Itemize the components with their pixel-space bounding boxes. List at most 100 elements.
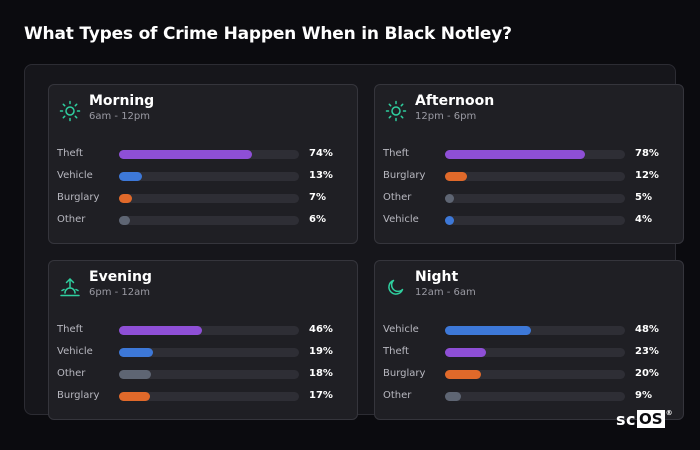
bar-fill [119,150,253,159]
crime-percent: 6% [309,214,326,225]
crime-row: Other 18% [49,367,359,381]
bar-fill [445,326,532,335]
crime-row: Vehicle 48% [375,323,685,337]
crime-percent: 74% [309,148,333,159]
bar-track [445,172,625,181]
crime-percent: 78% [635,148,659,159]
bar-fill [119,172,143,181]
card-afternoon: Afternoon 12pm - 6pm Theft 78% Burglary … [374,84,684,244]
crime-percent: 17% [309,390,333,401]
bar-fill [445,150,586,159]
crime-label: Vehicle [383,324,419,335]
sunset-icon [59,276,81,298]
crime-row: Other 5% [375,191,685,205]
crime-percent: 12% [635,170,659,181]
crime-label: Burglary [57,192,100,203]
bar-fill [119,348,154,357]
crime-row: Burglary 20% [375,367,685,381]
bar-fill [119,326,202,335]
bar-fill [445,392,462,401]
crime-label: Vehicle [57,346,93,357]
moon-icon [385,276,407,298]
crime-label: Other [57,214,86,225]
sun-icon [385,100,407,122]
card-title: Evening [89,269,152,285]
brand-logo: sc OS ® [616,409,673,429]
bar-fill [445,370,481,379]
crime-row: Burglary 12% [375,169,685,183]
crime-label: Vehicle [383,214,419,225]
crime-percent: 20% [635,368,659,379]
bar-track [119,150,299,159]
bar-track [119,172,299,181]
card-time-range: 6am - 12pm [89,111,151,122]
brand-logo-reg: ® [665,409,673,417]
bar-track [119,392,299,401]
bar-fill [445,172,467,181]
bar-fill [119,392,150,401]
crime-percent: 23% [635,346,659,357]
sun-icon [59,100,81,122]
card-title: Night [415,269,459,285]
bar-track [445,326,625,335]
brand-logo-os: OS [637,410,665,428]
crime-row: Theft 23% [375,345,685,359]
crime-label: Other [383,390,412,401]
card-night: Night 12am - 6am Vehicle 48% Theft 23% B… [374,260,684,420]
bar-track [445,370,625,379]
crime-percent: 19% [309,346,333,357]
bar-track [445,194,625,203]
crime-row: Other 9% [375,389,685,403]
crime-label: Theft [383,346,409,357]
card-morning: Morning 6am - 12pm Theft 74% Vehicle 13%… [48,84,358,244]
card-time-range: 12am - 6am [415,287,476,298]
bar-fill [445,216,454,225]
crime-row: Vehicle 13% [49,169,359,183]
card-time-range: 6pm - 12am [89,287,151,298]
bar-track [445,216,625,225]
crime-label: Other [383,192,412,203]
card-title: Afternoon [415,93,495,109]
bar-fill [119,216,130,225]
crime-percent: 46% [309,324,333,335]
bar-track [445,150,625,159]
crime-percent: 18% [309,368,333,379]
bar-track [445,348,625,357]
crime-row: Vehicle 19% [49,345,359,359]
crime-label: Burglary [383,170,426,181]
crime-row: Other 6% [49,213,359,227]
crime-row: Theft 78% [375,147,685,161]
crime-label: Burglary [383,368,426,379]
crime-label: Theft [383,148,409,159]
crime-label: Theft [57,324,83,335]
crime-percent: 48% [635,324,659,335]
card-title: Morning [89,93,155,109]
crime-label: Theft [57,148,83,159]
bar-track [119,370,299,379]
crime-row: Burglary 17% [49,389,359,403]
page-title: What Types of Crime Happen When in Black… [24,24,512,44]
crime-row: Theft 74% [49,147,359,161]
crime-percent: 5% [635,192,652,203]
crime-label: Burglary [57,390,100,401]
bar-track [119,326,299,335]
brand-logo-sc: sc [616,409,637,429]
crime-percent: 13% [309,170,333,181]
crime-row: Theft 46% [49,323,359,337]
card-evening: Evening 6pm - 12am Theft 46% Vehicle 19%… [48,260,358,420]
bar-fill [445,348,487,357]
crime-percent: 4% [635,214,652,225]
bar-fill [119,194,132,203]
crime-row: Vehicle 4% [375,213,685,227]
crime-label: Vehicle [57,170,93,181]
bar-fill [445,194,454,203]
crime-percent: 7% [309,192,326,203]
bar-track [445,392,625,401]
bar-track [119,348,299,357]
card-time-range: 12pm - 6pm [415,111,477,122]
crime-label: Other [57,368,86,379]
crime-percent: 9% [635,390,652,401]
bar-fill [119,370,152,379]
crime-row: Burglary 7% [49,191,359,205]
bar-track [119,216,299,225]
